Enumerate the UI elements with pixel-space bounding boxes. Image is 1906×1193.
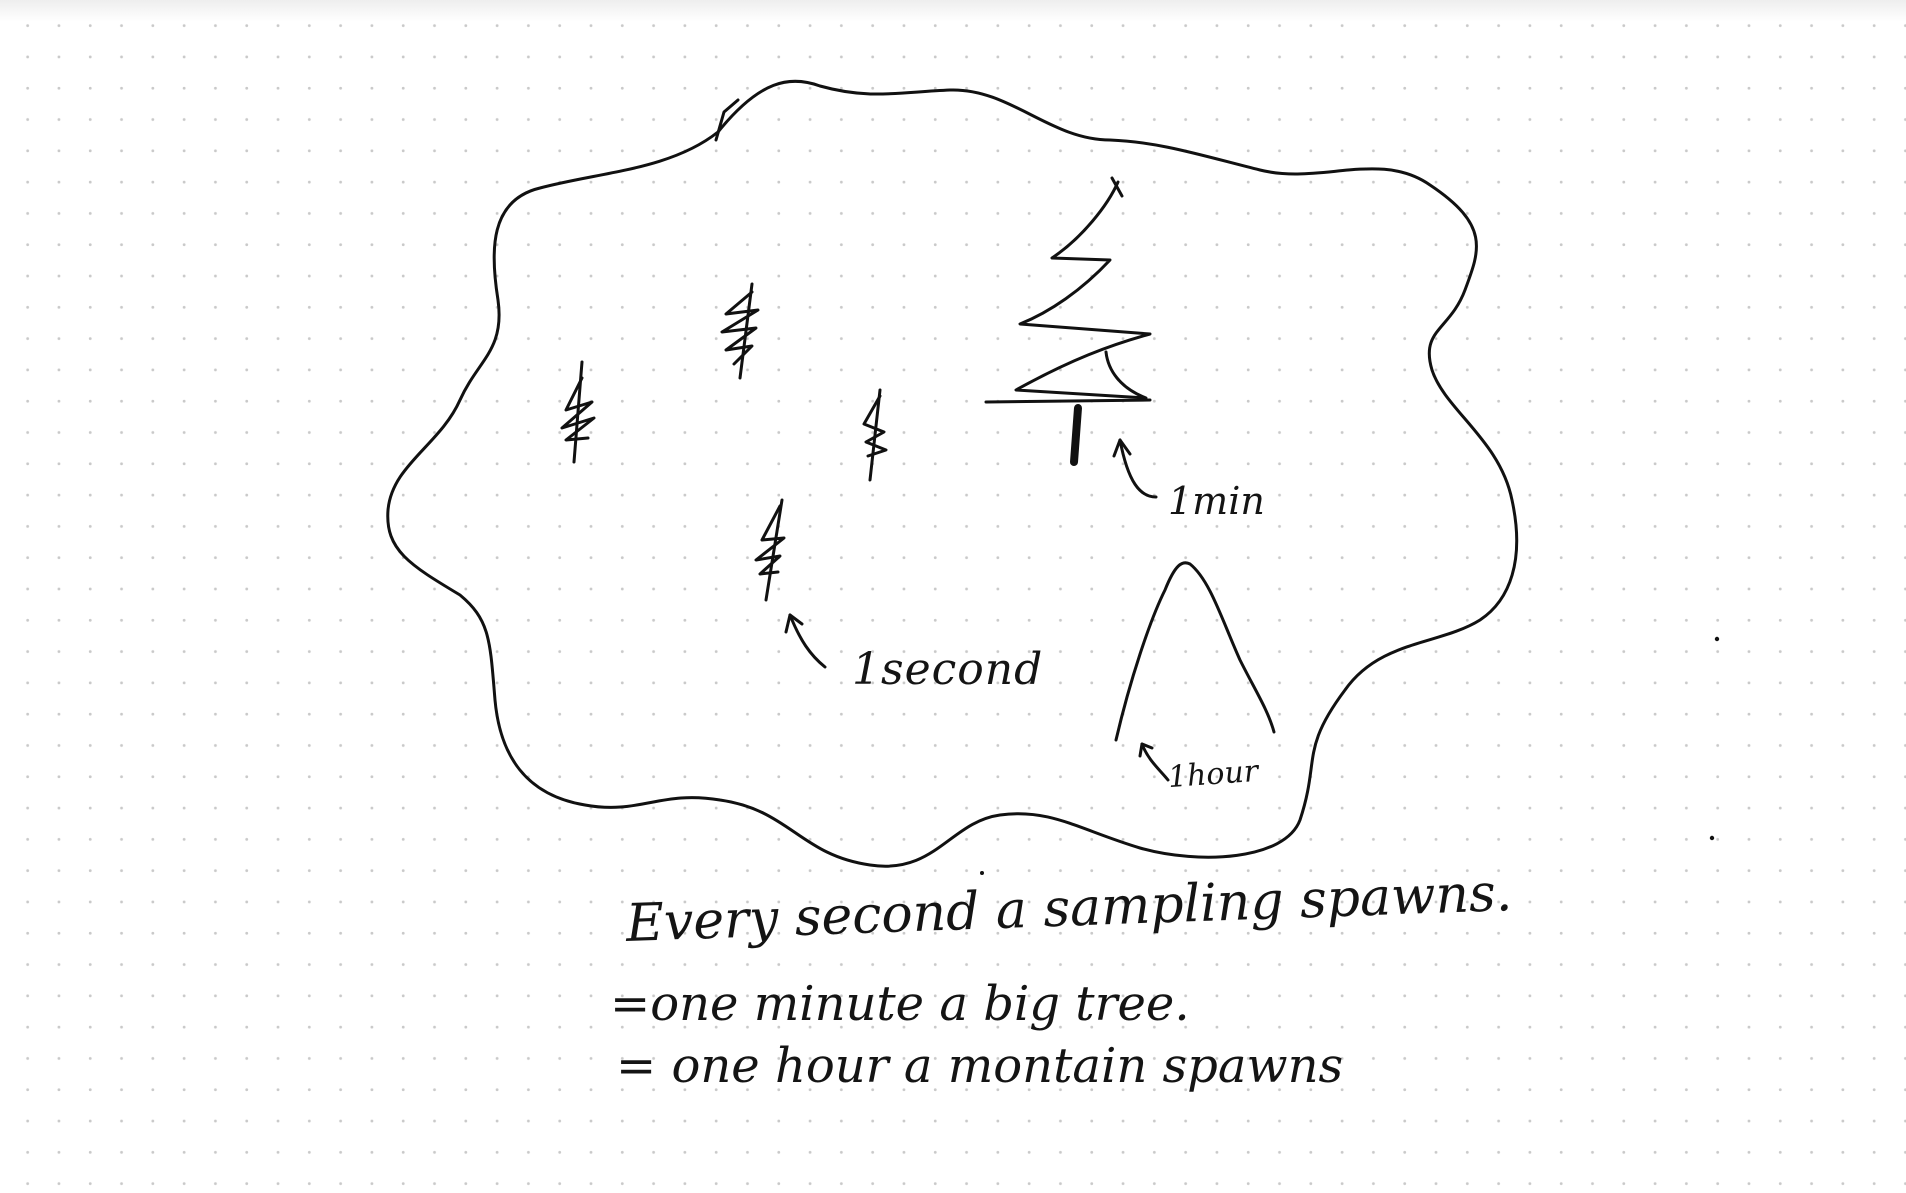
world-boundary-blob (386, 79, 1519, 868)
sapling-icon (862, 388, 888, 482)
canvas-top-shadow (0, 0, 1906, 22)
big-tree-icon (984, 176, 1152, 466)
label-1hour: 1hour (1166, 753, 1260, 796)
arrow-to-sapling (784, 613, 827, 669)
arrow-to-big-tree (1112, 438, 1158, 499)
stray-dot (1714, 636, 1720, 642)
boundary-pen-tick (714, 98, 740, 142)
mountain-icon (1114, 561, 1276, 742)
note-line-3: = one hour a montain spawns (616, 1038, 1344, 1094)
label-1second: 1second (852, 644, 1044, 695)
stray-dot (1709, 835, 1715, 841)
label-1min: 1min (1168, 479, 1265, 523)
arrow-to-mountain (1138, 742, 1170, 782)
stray-dot (980, 871, 984, 875)
sapling-icon (560, 360, 596, 464)
note-line-2: =one minute a big tree. (610, 976, 1190, 1032)
sapling-icon (720, 282, 760, 380)
sapling-icon (754, 498, 786, 602)
